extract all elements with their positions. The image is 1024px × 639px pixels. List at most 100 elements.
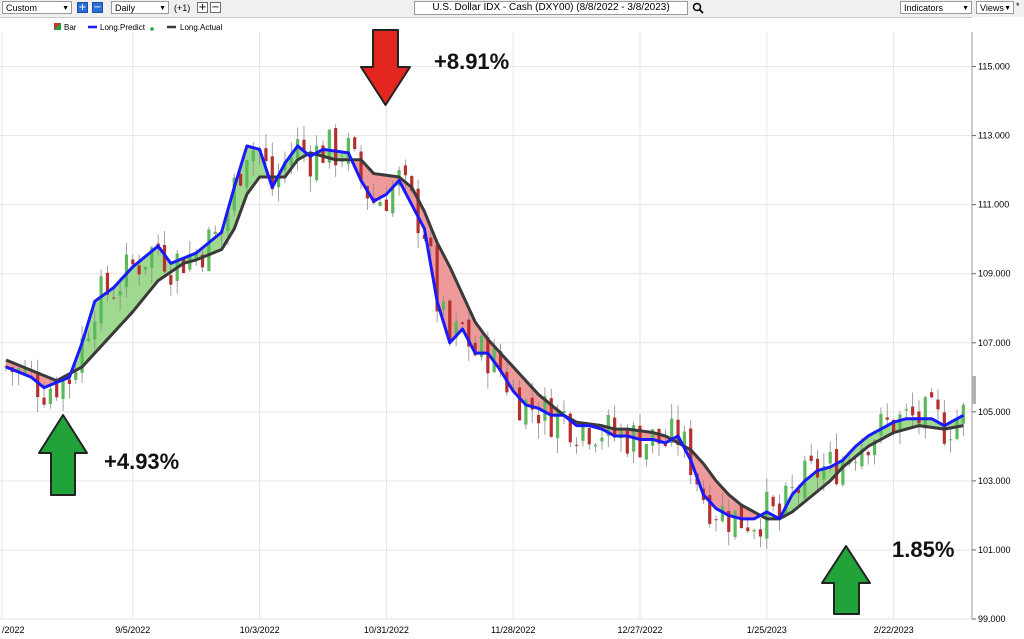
y-tick-label: 101.000 [978, 545, 1011, 555]
annotation-up-arrow-left [38, 414, 88, 496]
candle-up [752, 529, 756, 532]
candle-down [549, 398, 553, 437]
candle-up [562, 410, 566, 414]
candle-down [181, 258, 186, 274]
candle-down [416, 188, 420, 234]
candle-up [226, 212, 230, 231]
candle-down [105, 272, 110, 295]
candle-down [200, 254, 205, 268]
candle-up [828, 452, 832, 464]
candle-down [866, 451, 870, 456]
y-tick-label: 111.000 [978, 200, 1009, 210]
x-tick-label: 9/5/2022 [115, 625, 150, 635]
offset-label: (+1) [174, 3, 191, 13]
symbol-title[interactable]: U.S. Dollar IDX - Cash (DXY00) (8/8/2022… [414, 1, 688, 15]
price-marker [972, 376, 976, 404]
candle-down [131, 259, 135, 265]
views-select[interactable]: Views ▼ [976, 1, 1014, 14]
candle-up [207, 229, 211, 272]
candle-down [42, 397, 46, 405]
candle-up [124, 254, 129, 288]
period-select-value: Daily [115, 3, 136, 13]
chevron-down-icon: ▼ [159, 5, 166, 12]
y-tick-label: 115.000 [978, 62, 1010, 72]
candle-down [435, 245, 439, 312]
annotation-label-left: +4.93% [104, 449, 179, 474]
candle-down [517, 387, 522, 421]
candle-up [949, 439, 953, 441]
minus-icon[interactable]: − [210, 2, 221, 13]
candle-up [872, 440, 877, 456]
candle-down [739, 505, 744, 529]
candle-up [841, 461, 845, 485]
candle-down [403, 165, 408, 176]
y-tick-label: 105.000 [978, 407, 1011, 417]
candle-up [48, 388, 52, 405]
annotation-down-arrow [360, 29, 411, 106]
candle-down [930, 392, 934, 398]
candle-up [277, 175, 281, 188]
remove-icon[interactable]: − [92, 2, 103, 13]
candle-down [308, 152, 312, 177]
search-icon[interactable] [692, 2, 704, 14]
candle-down [587, 428, 591, 445]
candle-up [194, 253, 198, 259]
candle-down [911, 406, 915, 416]
template-select-value: Custom [6, 3, 38, 13]
candle-up [143, 266, 148, 270]
price-axis [972, 17, 1024, 639]
candle-up [644, 444, 648, 460]
candle-up [853, 462, 858, 464]
template-select[interactable]: Custom ▼ [2, 1, 72, 14]
toolbar: Custom ▼ + − Daily ▼ (+1) + − U.S. Dolla… [0, 0, 1024, 18]
candle-up [784, 485, 788, 515]
candle-down [264, 148, 268, 162]
candle-up [454, 321, 458, 338]
candle-up [670, 418, 674, 444]
y-tick-label: 107.000 [978, 338, 1011, 348]
candle-up [213, 231, 217, 234]
pin-icon[interactable]: * [1016, 1, 1020, 11]
candle-up [524, 399, 528, 425]
candle-up [955, 420, 959, 439]
candle-down [676, 419, 680, 445]
candle-down [353, 137, 357, 149]
candle-down [892, 419, 896, 434]
candle-down [473, 342, 477, 356]
price-chart: 99.000 101.000 103.000 105.000 107.000 109.00… [0, 17, 1024, 639]
candle-down [708, 495, 712, 524]
candle-up [600, 437, 604, 442]
period-select[interactable]: Daily ▼ [111, 1, 169, 14]
legend-long-predict: Long.Predict [100, 23, 146, 32]
candle-up [391, 185, 395, 214]
long-predict-line [5, 144, 965, 521]
candle-up [150, 247, 154, 268]
candle-down [55, 383, 59, 398]
plus-icon[interactable]: + [197, 2, 208, 13]
candle-down [334, 128, 338, 166]
add-icon[interactable]: + [77, 2, 88, 13]
chevron-down-icon: ▼ [962, 5, 969, 12]
candle-up [289, 157, 293, 166]
candle-down [238, 173, 243, 186]
candle-up [296, 139, 300, 159]
candle-up [245, 160, 249, 188]
candle-down [321, 145, 325, 163]
candle-down [169, 275, 173, 285]
candle-down [625, 430, 629, 454]
x-tick-label: 12/27/2022 [617, 625, 662, 635]
x-tick-label: 10/3/2022 [240, 625, 280, 635]
candle-up [733, 510, 737, 537]
candle-up [606, 415, 610, 436]
annotation-up-arrow-right [821, 545, 871, 615]
candle-up [99, 276, 103, 324]
candle-up [118, 290, 122, 296]
x-tick-label: 10/31/2022 [364, 625, 409, 635]
y-tick-label: 109.000 [978, 269, 1011, 279]
candle-up [251, 150, 255, 162]
chevron-down-icon: ▼ [1004, 5, 1011, 12]
candle-down [67, 379, 71, 384]
indicators-select[interactable]: Indicators ▼ [900, 1, 972, 14]
annotation-label-right: 1.85% [892, 537, 954, 562]
y-tick-label: 113.000 [978, 131, 1010, 141]
